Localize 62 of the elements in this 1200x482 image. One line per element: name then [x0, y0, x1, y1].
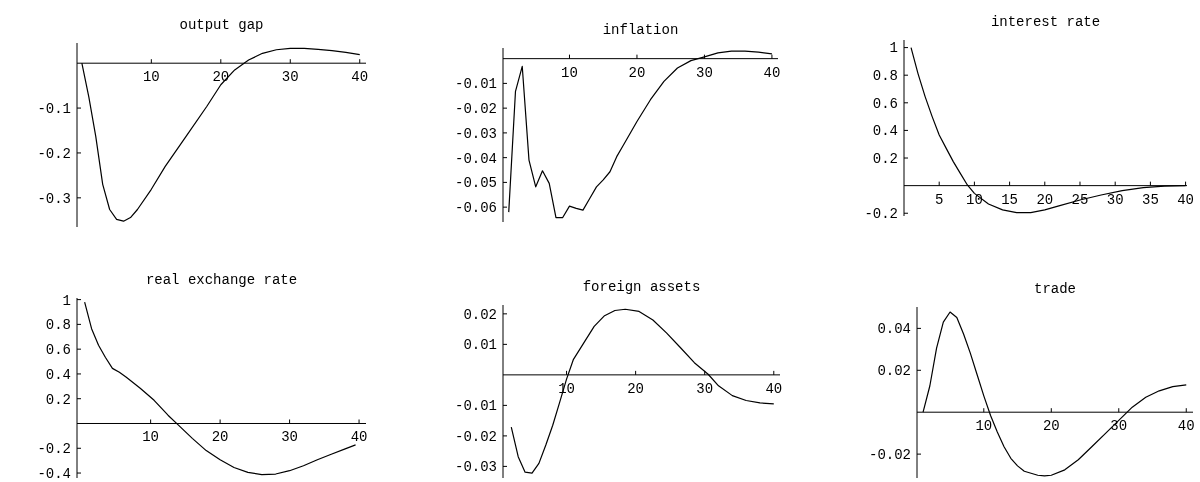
y-tick-label: -0.01: [454, 398, 497, 415]
x-tick-label: 20: [211, 429, 229, 446]
y-tick-label: 0.2: [45, 391, 71, 408]
x-tick-label: 40: [763, 64, 781, 81]
x-tick-label: 20: [627, 380, 645, 397]
chart-title: real exchange rate: [145, 272, 298, 288]
y-tick-label: 0.4: [45, 366, 71, 383]
x-tick-label: 5: [935, 191, 944, 208]
x-tick-label: 20: [212, 69, 230, 86]
y-tick-label: -0.04: [454, 150, 497, 167]
x-tick-label: 30: [281, 429, 298, 446]
y-tick-label: 0.8: [45, 317, 71, 334]
y-tick-label: -0.2: [864, 206, 898, 223]
x-tick-label: 20: [628, 64, 646, 81]
y-tick-label: -0.1: [37, 100, 71, 117]
chart-title: foreign assets: [582, 279, 701, 295]
x-tick-label: 10: [561, 64, 578, 81]
y-tick-label: -0.02: [454, 101, 497, 118]
y-tick-label: -0.3: [37, 190, 71, 207]
y-tick-label: -0.02: [868, 447, 911, 464]
chart-title: interest rate: [990, 14, 1101, 30]
y-tick-label: 0.02: [463, 306, 497, 323]
x-tick-label: 30: [696, 380, 714, 397]
x-tick-label: 10: [975, 418, 993, 435]
x-tick-label: 30: [1106, 191, 1124, 208]
x-tick-label: 20: [1042, 418, 1060, 435]
y-tick-label: 1: [889, 40, 898, 57]
y-tick-label: -0.02: [454, 428, 497, 445]
y-tick-label: 1: [62, 292, 71, 309]
y-tick-label: 0.04: [877, 321, 911, 338]
x-tick-label: 40: [1177, 418, 1195, 435]
x-tick-label: 30: [1110, 418, 1128, 435]
x-tick-label: 30: [696, 64, 713, 81]
y-tick-label: -0.05: [454, 175, 497, 192]
y-tick-label: -0.2: [37, 145, 71, 162]
x-tick-label: 40: [350, 429, 368, 446]
x-tick-label: 10: [142, 69, 160, 86]
chart-title: trade: [1033, 281, 1077, 297]
y-tick-label: 0.2: [872, 150, 898, 167]
y-tick-label: 0.6: [872, 95, 898, 112]
x-tick-label: 10: [965, 191, 983, 208]
x-tick-label: 40: [1177, 191, 1194, 208]
y-tick-label: -0.2: [37, 441, 71, 458]
y-tick-label: -0.4: [37, 465, 71, 482]
y-tick-label: -0.03: [454, 459, 497, 476]
y-tick-label: 0.02: [877, 363, 911, 380]
y-tick-label: 0.4: [872, 123, 898, 140]
y-tick-label: -0.01: [454, 76, 497, 93]
x-tick-label: 35: [1141, 191, 1159, 208]
y-tick-label: -0.06: [454, 200, 497, 217]
x-tick-label: 40: [351, 69, 369, 86]
x-tick-label: 15: [1001, 191, 1018, 208]
chart-title: output gap: [179, 17, 264, 33]
x-tick-label: 40: [765, 380, 783, 397]
y-tick-label: 0.01: [463, 337, 497, 354]
x-tick-label: 30: [281, 69, 299, 86]
y-tick-label: 0.8: [872, 68, 898, 85]
y-tick-label: -0.03: [454, 125, 497, 142]
y-tick-label: 0.6: [45, 342, 71, 359]
chart-title: inflation: [602, 22, 679, 38]
x-tick-label: 10: [142, 429, 160, 446]
x-tick-label: 20: [1036, 191, 1054, 208]
